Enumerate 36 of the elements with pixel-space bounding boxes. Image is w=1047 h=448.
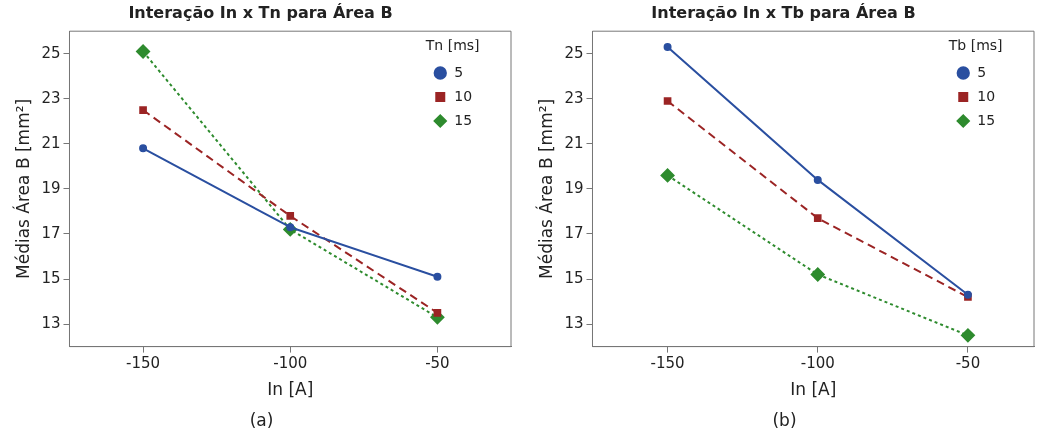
- x-tick-label: -50: [425, 354, 450, 373]
- y-tick-label: 17: [41, 223, 61, 242]
- chart-title: Interação In x Tn para Área B: [128, 2, 393, 22]
- legend-label: 5: [977, 63, 987, 80]
- y-tick-label: 23: [41, 88, 61, 107]
- y-axis-title: Médias Área B [mm²]: [11, 98, 33, 279]
- y-tick-label: 21: [564, 133, 584, 152]
- y-tick-label: 19: [41, 178, 61, 197]
- y-tick-label: 23: [564, 88, 584, 107]
- legend-title: Tb [ms]: [947, 36, 1003, 53]
- x-axis-title: In [A]: [790, 379, 837, 400]
- y-tick-label: 25: [564, 43, 584, 62]
- legend-label: 15: [977, 111, 996, 128]
- y-tick-label: 15: [564, 268, 584, 287]
- y-tick-label: 19: [564, 178, 584, 197]
- y-axis-title: Médias Área B [mm²]: [534, 98, 556, 279]
- y-tick-label: 21: [41, 133, 61, 152]
- x-tick-label: -150: [650, 354, 685, 373]
- legend-label: 10: [977, 87, 996, 104]
- legend-label: 10: [454, 87, 473, 104]
- y-tick-label: 25: [41, 43, 61, 62]
- legend-label: 5: [454, 63, 464, 80]
- y-tick-label: 17: [564, 223, 584, 242]
- x-tick-label: -150: [126, 354, 161, 373]
- x-tick-label: -100: [273, 354, 308, 373]
- x-tick-label: -50: [955, 354, 981, 373]
- legend-label: 15: [454, 111, 473, 128]
- chart-title: Interação In x Tb para Área B: [651, 2, 916, 22]
- y-tick-label: 15: [41, 268, 61, 287]
- y-tick-label: 13: [564, 313, 584, 332]
- x-tick-label: -100: [800, 354, 835, 373]
- legend-title: Tn [ms]: [424, 36, 480, 53]
- y-tick-label: 13: [41, 313, 61, 332]
- x-axis-title: In [A]: [267, 379, 314, 400]
- text: (b): [771, 410, 798, 430]
- text: (a): [248, 410, 275, 430]
